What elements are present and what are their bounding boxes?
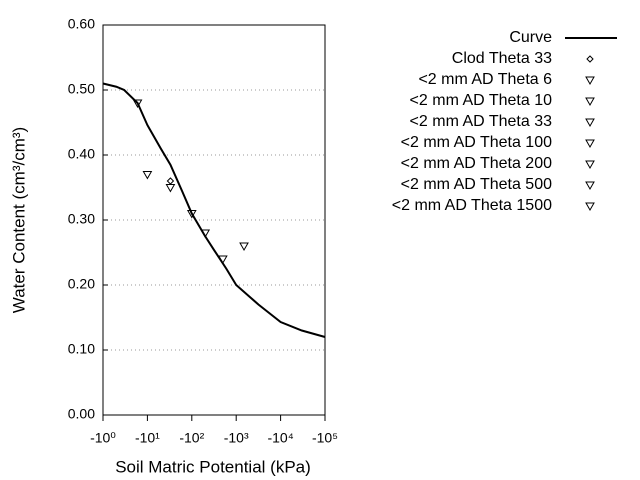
x-tick-label: -10⁵ [312,430,338,446]
y-tick-label: 0.60 [68,16,95,32]
curve [102,82,326,338]
legend-label: <2 mm AD Theta 100 [401,134,552,151]
triangle-marker [200,229,211,239]
legend-label: Curve [509,29,552,46]
y-tick-label: 0.00 [68,406,95,422]
triangle-marker [585,76,595,86]
legend-label: Clod Theta 33 [452,50,552,67]
x-tick-label: -10⁰ [90,430,116,446]
diamond-marker [586,55,594,63]
y-tick-label: 0.10 [68,341,95,357]
triangle-marker [585,160,595,170]
y-axis-title: Water Content (cm³/cm³) [9,127,28,313]
triangle-marker [239,242,249,252]
triangle-marker [585,118,595,128]
triangle-marker [132,99,143,109]
legend-label: <2 mm AD Theta 500 [401,176,552,193]
x-tick-label: -10² [179,430,204,446]
triangle-marker [585,202,595,212]
diamond-marker [166,177,175,185]
y-tick-label: 0.40 [68,146,95,162]
plot-frame [102,24,326,416]
triangle-marker [585,181,595,191]
x-tick-label: -10³ [224,430,249,446]
y-tick-label: 0.50 [68,81,95,97]
y-tick-label: 0.20 [68,276,95,292]
triangle-marker [217,255,228,265]
triangle-marker [186,210,197,219]
triangle-marker [585,139,595,149]
legend-label: <2 mm AD Theta 6 [418,71,552,88]
triangle-marker [165,184,176,193]
y-tick-label: 0.30 [68,211,95,227]
legend-label: <2 mm AD Theta 10 [410,92,553,109]
legend-label: <2 mm AD Theta 1500 [392,197,552,214]
legend-label: <2 mm AD Theta 200 [401,155,552,172]
x-tick-label: -10¹ [135,430,160,446]
legend-label: <2 mm AD Theta 33 [410,113,553,130]
x-tick-label: -10⁴ [267,430,293,446]
x-axis-title: Soil Matric Potential (kPa) [115,457,311,476]
triangle-marker [585,97,595,107]
triangle-marker [142,171,153,180]
